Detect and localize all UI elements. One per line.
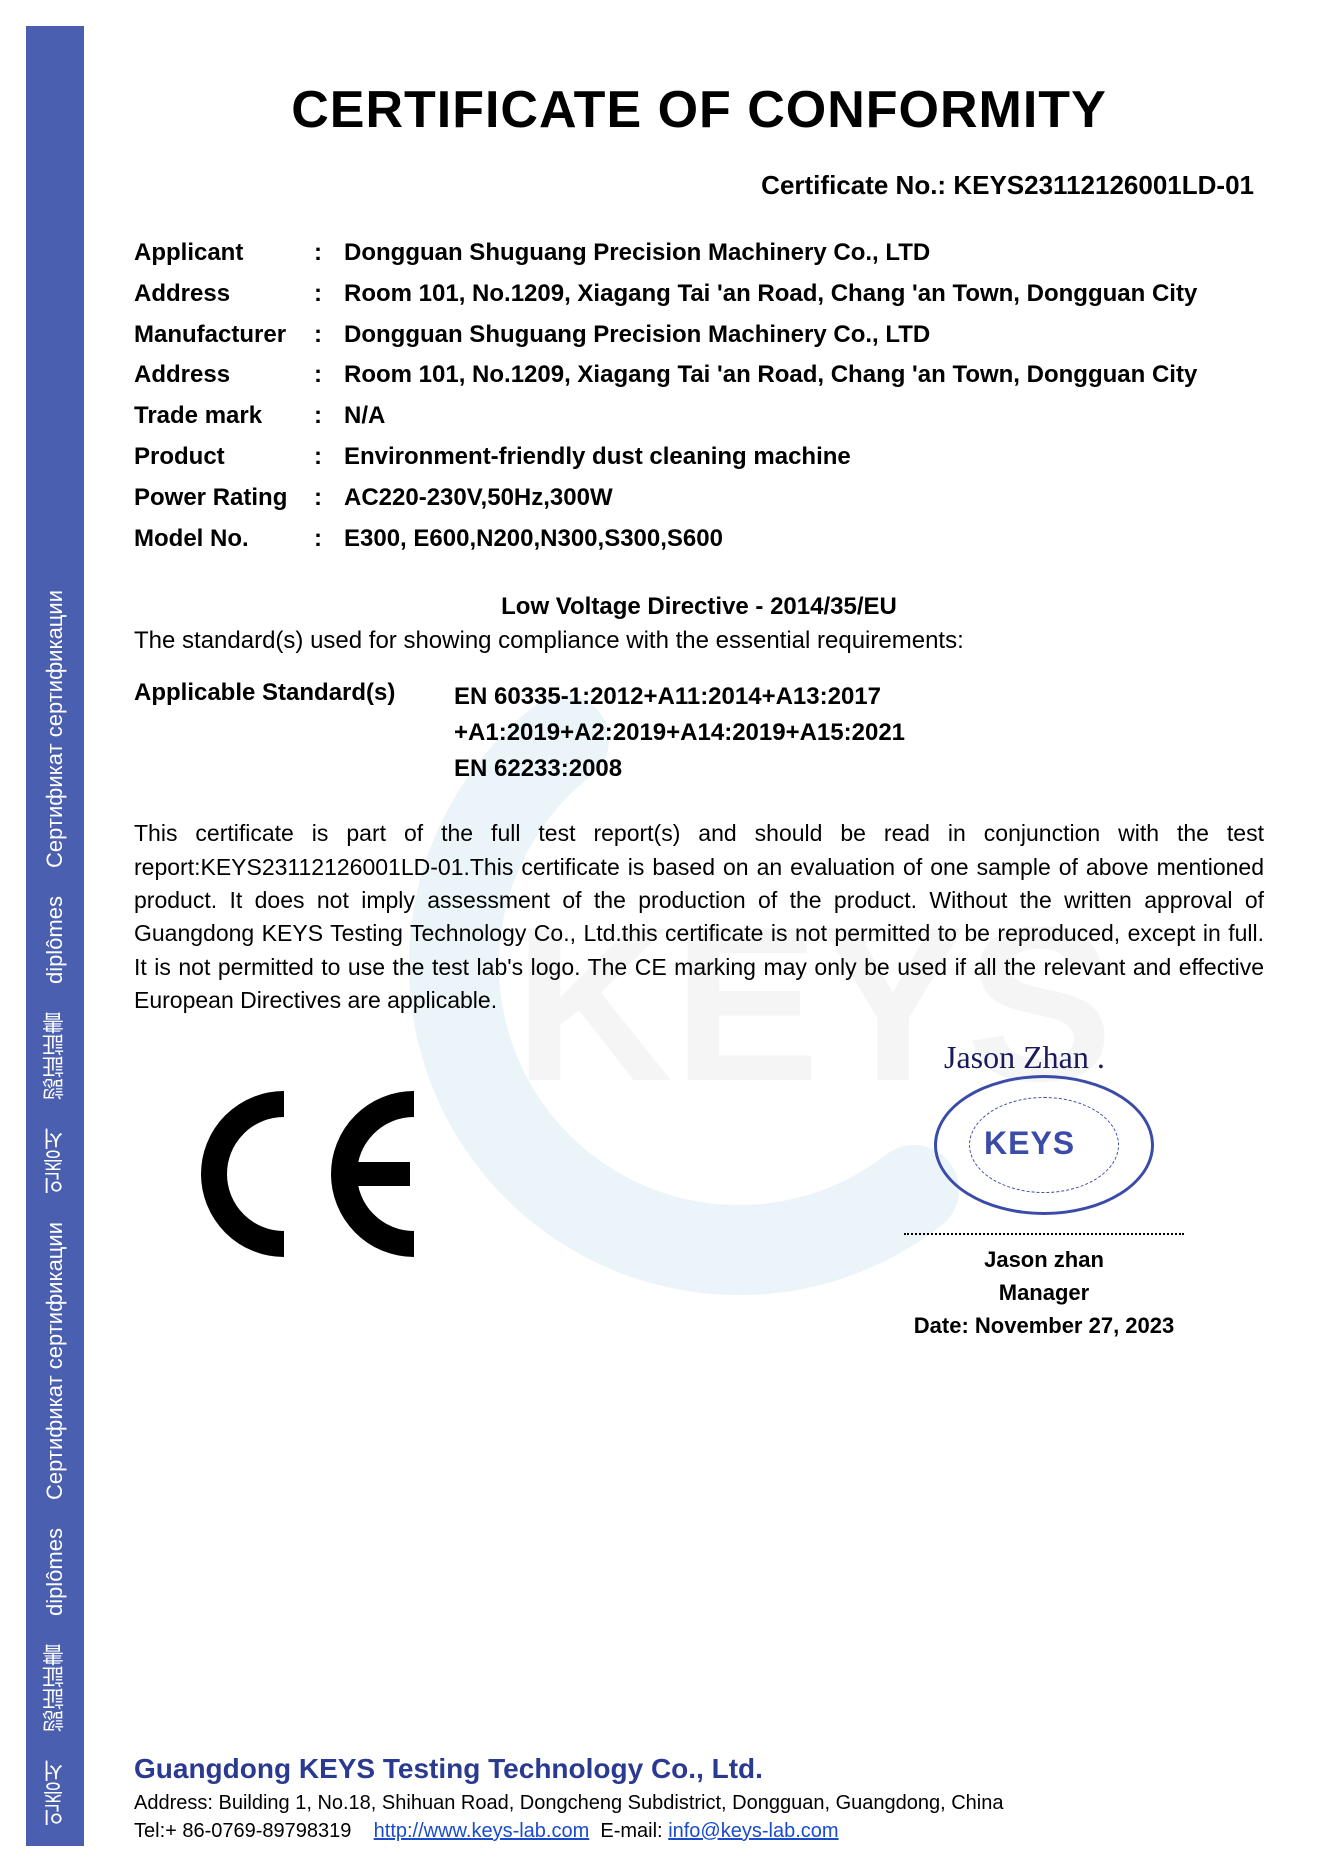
field-label: Applicant (134, 233, 314, 274)
footer-company: Guangdong KEYS Testing Technology Co., L… (134, 1753, 1264, 1785)
sidebar-label: Сертификат сертификации (42, 1222, 68, 1500)
footer: Guangdong KEYS Testing Technology Co., L… (134, 1753, 1264, 1845)
colon: : (314, 478, 344, 519)
footer-url-link[interactable]: http://www.keys-lab.com (374, 1820, 590, 1842)
field-applicant: Applicant : Dongguan Shuguang Precision … (134, 233, 1264, 274)
field-value: AC220-230V,50Hz,300W (344, 478, 1264, 519)
directive-title: Low Voltage Directive - 2014/35/EU (134, 593, 1264, 621)
stamp-text: KEYS (984, 1125, 1075, 1162)
cert-no-value: KEYS23112126001LD-01 (953, 170, 1254, 200)
standards-intro: The standard(s) used for showing complia… (134, 627, 1264, 655)
colon: : (314, 396, 344, 437)
field-value: Dongguan Shuguang Precision Machinery Co… (344, 233, 1264, 274)
standard-line: EN 60335-1:2012+A11:2014+A13:2017 (454, 679, 905, 715)
sidebar-label: 인증서 (39, 1760, 71, 1826)
signatory-role: Manager (904, 1276, 1184, 1309)
colon: : (314, 437, 344, 478)
disclaimer: This certificate is part of the full tes… (134, 817, 1264, 1017)
field-label: Address (134, 355, 314, 396)
field-value: Room 101, No.1209, Xiagang Tai 'an Road,… (344, 355, 1264, 396)
sidebar-label: Сертификат сертификации (42, 590, 68, 868)
field-label: Model No. (134, 519, 314, 560)
colon: : (314, 519, 344, 560)
field-power-rating: Power Rating : AC220-230V,50Hz,300W (134, 478, 1264, 519)
field-model-no: Model No. : E300, E600,N200,N300,S300,S6… (134, 519, 1264, 560)
field-address: Address : Room 101, No.1209, Xiagang Tai… (134, 274, 1264, 315)
field-value: Room 101, No.1209, Xiagang Tai 'an Road,… (344, 274, 1264, 315)
sidebar: 인증서 認証証書 diplômes Сертификат сертификаци… (26, 26, 84, 1846)
cert-no-label: Certificate No.: (761, 170, 953, 200)
colon: : (314, 233, 344, 274)
page-title: CERTIFICATE OF CONFORMITY (134, 80, 1264, 140)
applicable-standards: Applicable Standard(s) EN 60335-1:2012+A… (134, 679, 1264, 787)
sidebar-label: diplômes (42, 1528, 68, 1616)
colon: : (314, 355, 344, 396)
field-label: Product (134, 437, 314, 478)
field-value: N/A (344, 396, 1264, 437)
field-trademark: Trade mark : N/A (134, 396, 1264, 437)
sidebar-label: 認証証書 (39, 1012, 71, 1100)
date-value: November 27, 2023 (975, 1313, 1174, 1338)
bottom-row: Jason Zhan . KEYS Jason zhan Manager Dat… (134, 1047, 1264, 1342)
certificate-number: Certificate No.: KEYS23112126001LD-01 (134, 170, 1264, 201)
field-label: Power Rating (134, 478, 314, 519)
field-label: Address (134, 274, 314, 315)
colon: : (314, 274, 344, 315)
handwritten-signature: Jason Zhan . (944, 1039, 1105, 1076)
sidebar-label: 인증서 (39, 1128, 71, 1194)
standard-line: EN 62233:2008 (454, 751, 905, 787)
field-manufacturer: Manufacturer : Dongguan Shuguang Precisi… (134, 315, 1264, 356)
sidebar-label: 認証証書 (39, 1644, 71, 1732)
signature-date: Date: November 27, 2023 (904, 1309, 1184, 1342)
field-value: E300, E600,N200,N300,S300,S600 (344, 519, 1264, 560)
signatory-name: Jason zhan (904, 1243, 1184, 1276)
standard-line: +A1:2019+A2:2019+A14:2019+A15:2021 (454, 715, 905, 751)
applicable-values: EN 60335-1:2012+A11:2014+A13:2017 +A1:20… (454, 679, 905, 787)
field-label: Manufacturer (134, 315, 314, 356)
footer-address: Address: Building 1, No.18, Shihuan Road… (134, 1789, 1264, 1817)
applicable-label: Applicable Standard(s) (134, 679, 454, 787)
footer-email-label: E-mail: (600, 1820, 668, 1842)
stamp: Jason Zhan . KEYS (924, 1047, 1164, 1227)
ce-mark-icon (134, 1084, 434, 1306)
info-table: Applicant : Dongguan Shuguang Precision … (134, 233, 1264, 559)
date-label: Date: (914, 1313, 975, 1338)
field-product: Product : Environment-friendly dust clea… (134, 437, 1264, 478)
footer-tel: Tel:+ 86-0769-89798319 (134, 1820, 351, 1842)
sidebar-label: diplômes (42, 896, 68, 984)
field-value: Dongguan Shuguang Precision Machinery Co… (344, 315, 1264, 356)
field-address-2: Address : Room 101, No.1209, Xiagang Tai… (134, 355, 1264, 396)
signature-block: Jason Zhan . KEYS Jason zhan Manager Dat… (904, 1047, 1264, 1342)
signature-line (904, 1233, 1184, 1235)
colon: : (314, 315, 344, 356)
field-value: Environment-friendly dust cleaning machi… (344, 437, 1264, 478)
footer-email-link[interactable]: info@keys-lab.com (668, 1820, 838, 1842)
content: KEYS CERTIFICATE OF CONFORMITY Certifica… (134, 80, 1264, 1342)
field-label: Trade mark (134, 396, 314, 437)
footer-contact: Tel:+ 86-0769-89798319 http://www.keys-l… (134, 1817, 1264, 1845)
